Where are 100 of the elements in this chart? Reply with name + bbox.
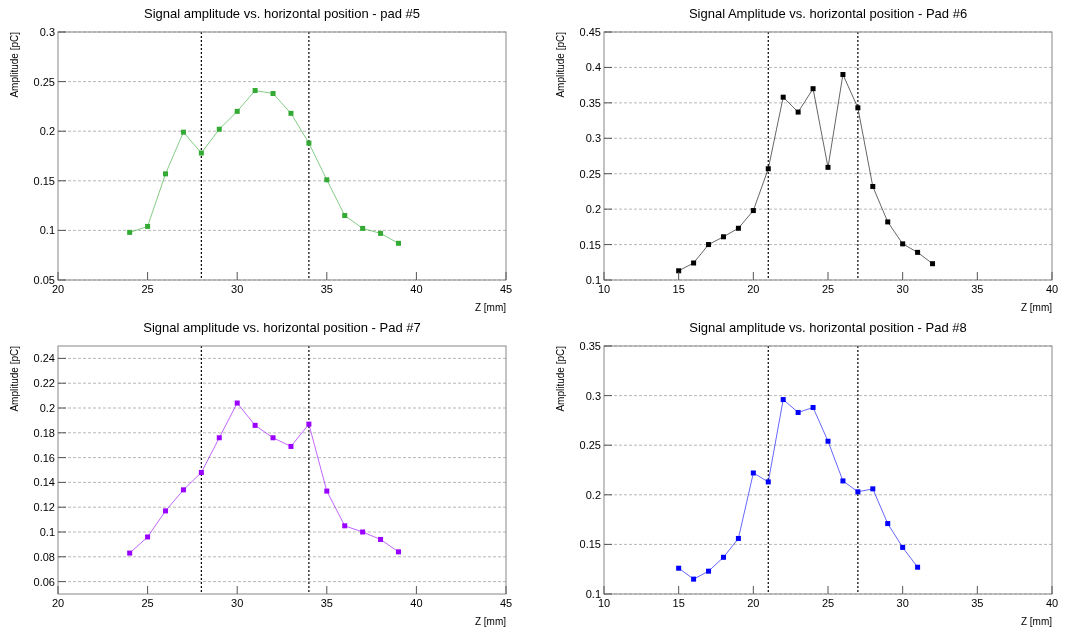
y-axis-title: Amplitude [pC] xyxy=(9,31,20,98)
x-tick-label: 25 xyxy=(821,597,835,609)
point xyxy=(915,249,921,255)
x-tick-label: 35 xyxy=(320,597,333,609)
point xyxy=(825,164,831,170)
x-axis-title: Z [mm] xyxy=(1020,616,1053,627)
x-axis-title: Z [mm] xyxy=(474,302,507,313)
point xyxy=(765,166,771,172)
x-tick-label: 20 xyxy=(51,597,65,609)
x-tick-label: 15 xyxy=(672,597,685,609)
point xyxy=(360,225,366,231)
point xyxy=(395,549,401,555)
chart-title: Signal amplitude vs. horizontal position - Pad #7 xyxy=(143,320,421,335)
point xyxy=(780,94,786,100)
x-tick-label: 40 xyxy=(410,283,423,295)
point xyxy=(855,105,861,111)
point xyxy=(900,544,906,550)
x-tick-label: 40 xyxy=(1045,597,1059,609)
point xyxy=(750,208,756,214)
point xyxy=(795,409,801,415)
point xyxy=(930,261,936,267)
point xyxy=(395,240,401,246)
y-tick-label: 0.35 xyxy=(579,96,601,109)
x-tick-label: 35 xyxy=(971,283,984,295)
point xyxy=(810,405,816,410)
y-tick-label: 0.15 xyxy=(579,238,601,251)
point xyxy=(252,88,258,94)
point xyxy=(127,550,133,556)
y-tick-label: 0.15 xyxy=(579,538,601,551)
point xyxy=(198,150,204,156)
x-tick-label: 40 xyxy=(410,597,423,609)
point xyxy=(360,529,366,535)
point xyxy=(127,229,133,235)
y-tick-label: 0.22 xyxy=(33,377,55,390)
y-axis-title: Amplitude [pC] xyxy=(555,31,566,98)
point xyxy=(163,171,169,177)
point xyxy=(855,489,861,495)
y-axis-title: Amplitude [pC] xyxy=(555,345,566,412)
y-tick-label: 0.1 xyxy=(585,274,601,286)
point xyxy=(324,488,330,494)
y-tick-label: 0.1 xyxy=(585,588,601,600)
point xyxy=(145,534,151,540)
point xyxy=(870,486,876,492)
point xyxy=(765,479,771,485)
x-tick-label: 20 xyxy=(747,597,760,609)
x-tick-label: 45 xyxy=(499,597,513,609)
point xyxy=(885,219,891,225)
point xyxy=(180,487,186,493)
point xyxy=(900,241,906,247)
y-tick-label: 0.4 xyxy=(585,61,601,74)
x-tick-label: 20 xyxy=(51,283,65,295)
point xyxy=(840,72,846,78)
point xyxy=(252,422,258,428)
point xyxy=(288,443,294,449)
point xyxy=(306,421,312,427)
point xyxy=(270,435,276,441)
x-axis-title: Z [mm] xyxy=(474,616,507,627)
y-tick-label: 0.05 xyxy=(33,274,55,286)
point xyxy=(270,91,276,96)
chart-title: Signal Amplitude vs. horizontal position - Pad #6 xyxy=(688,6,968,21)
point xyxy=(915,564,921,570)
y-axis-title: Amplitude [pC] xyxy=(9,345,20,412)
x-tick-label: 45 xyxy=(499,283,513,295)
x-tick-label: 30 xyxy=(896,283,909,295)
point xyxy=(324,177,330,183)
y-tick-label: 0.14 xyxy=(33,476,55,489)
point xyxy=(306,140,312,146)
x-tick-label: 15 xyxy=(672,283,685,295)
x-axis-title: Z [mm] xyxy=(1020,302,1053,313)
point xyxy=(885,521,891,527)
x-tick-label: 25 xyxy=(141,597,154,609)
x-tick-label: 25 xyxy=(141,283,154,295)
point xyxy=(676,268,682,274)
point xyxy=(216,126,222,132)
y-tick-label: 0.08 xyxy=(33,550,55,563)
point xyxy=(691,576,697,582)
point xyxy=(840,478,846,484)
point xyxy=(750,470,756,476)
x-tick-label: 10 xyxy=(597,597,611,609)
y-tick-label: 0.45 xyxy=(579,26,601,38)
point xyxy=(378,536,384,542)
y-tick-label: 0.24 xyxy=(33,352,55,365)
point xyxy=(163,508,169,514)
point xyxy=(676,565,682,571)
y-tick-label: 0.35 xyxy=(579,340,601,352)
x-tick-label: 35 xyxy=(320,283,333,295)
point xyxy=(780,397,786,403)
y-tick-label: 0.1 xyxy=(39,224,55,237)
point xyxy=(378,230,384,236)
point xyxy=(735,535,741,541)
point xyxy=(691,260,697,266)
point xyxy=(234,108,240,114)
point xyxy=(234,400,240,406)
y-tick-label: 0.15 xyxy=(33,174,55,187)
y-tick-label: 0.2 xyxy=(39,402,55,414)
point xyxy=(870,183,876,189)
point xyxy=(720,234,726,240)
y-tick-label: 0.25 xyxy=(579,439,601,452)
x-tick-label: 30 xyxy=(896,597,909,609)
y-tick-label: 0.3 xyxy=(585,389,601,402)
